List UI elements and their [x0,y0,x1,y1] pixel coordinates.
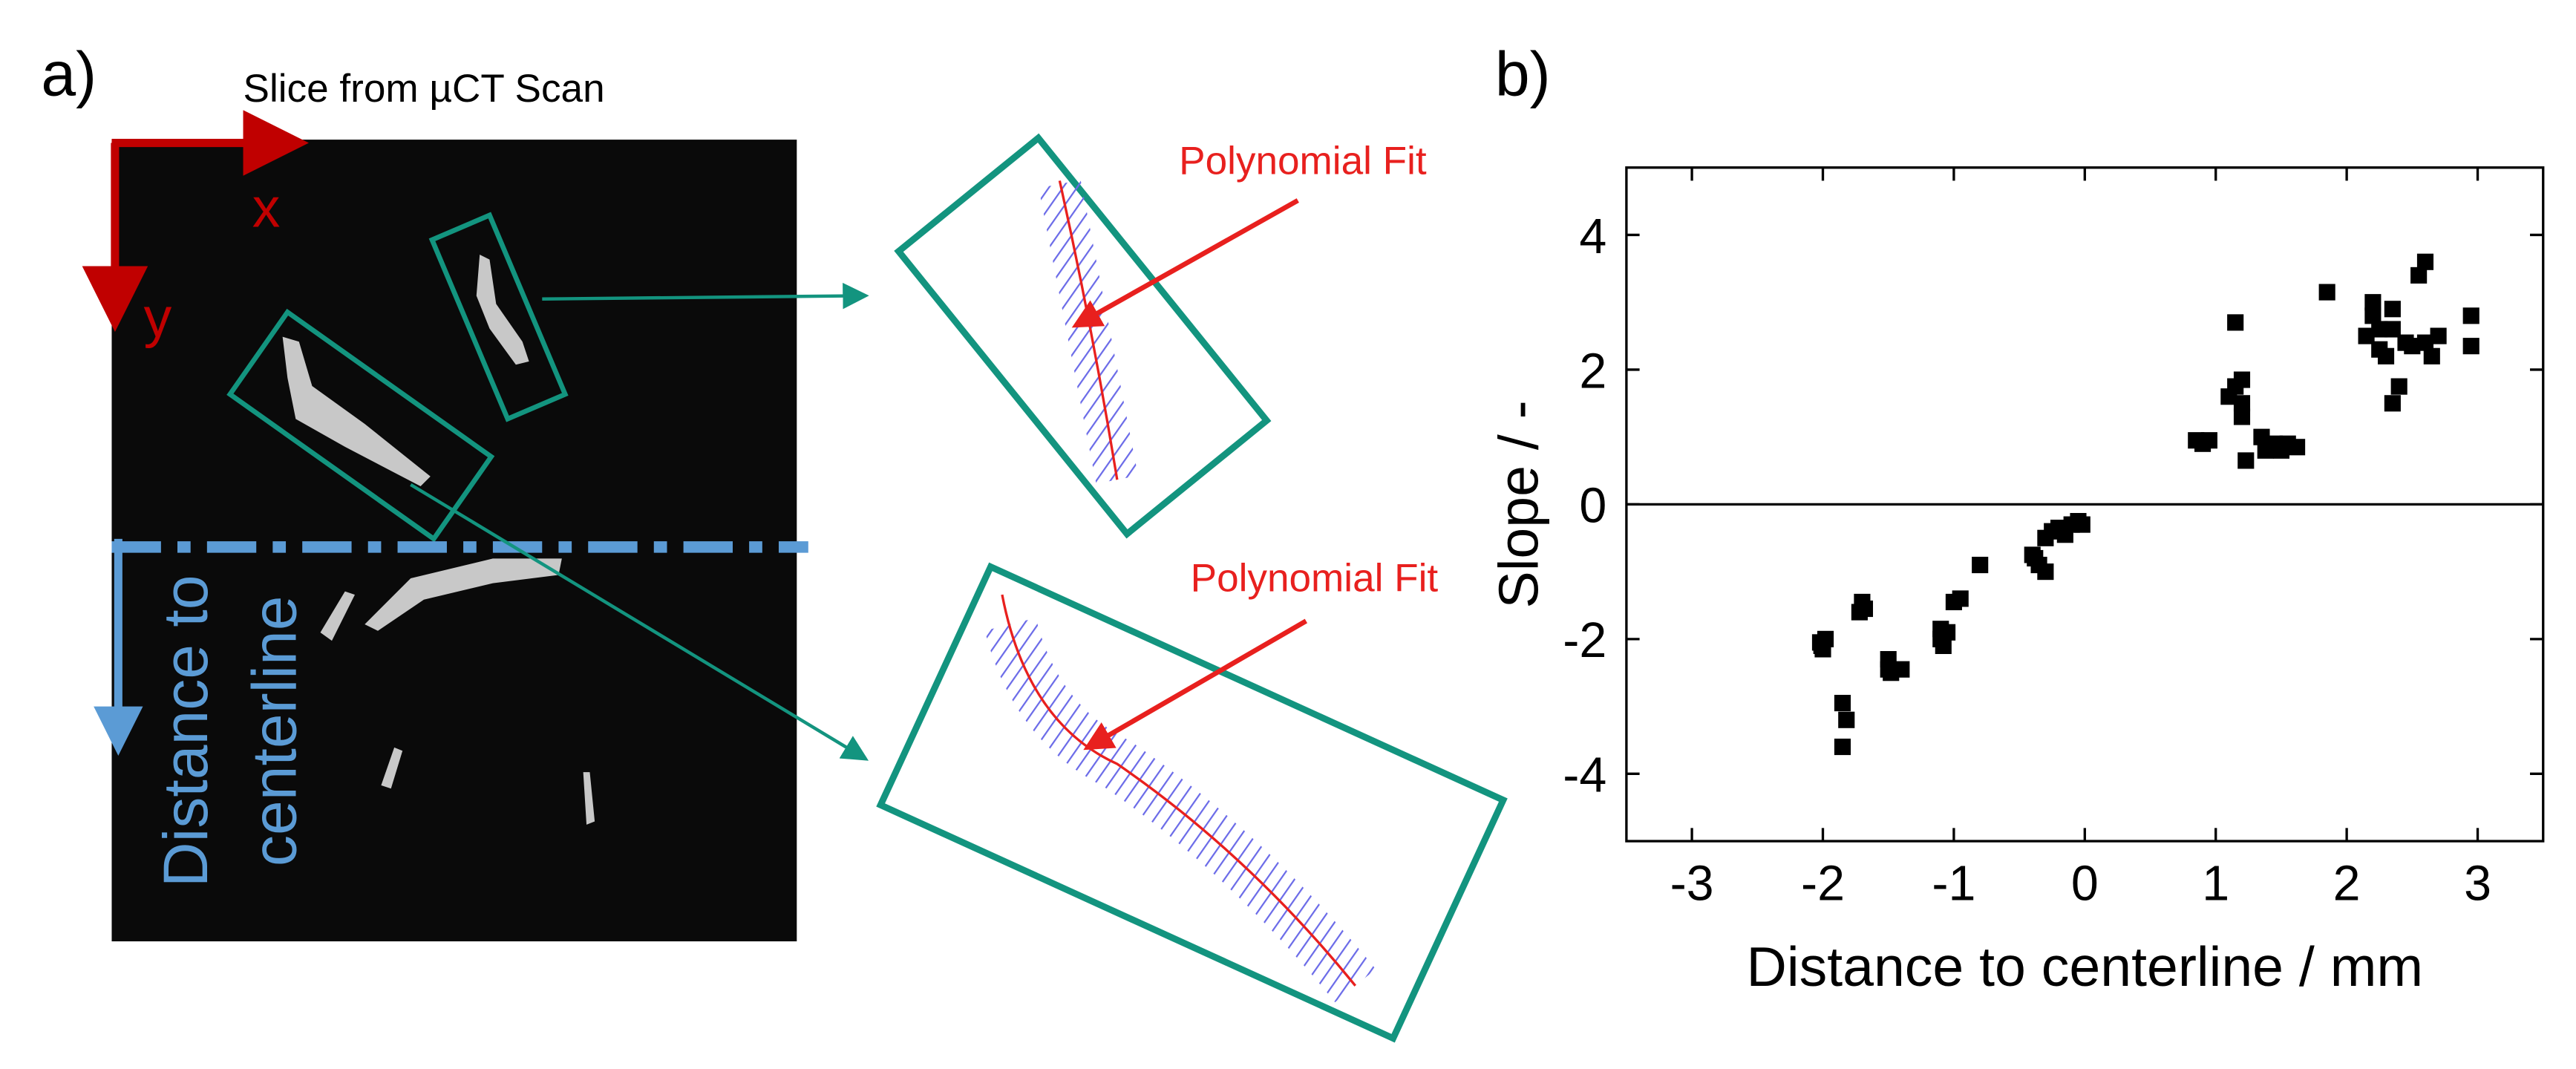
panel-label: b) [1495,39,1551,108]
y-tick-label: 2 [1579,344,1606,399]
inset-label: Polynomial Fit [1179,140,1427,183]
selection-boxes [226,212,569,543]
data-point [2462,307,2479,324]
y-axis-title: Slope / - [1487,400,1549,608]
data-point [2027,549,2044,567]
cracks [282,255,595,825]
data-point [2073,516,2090,533]
data-point [2233,371,2251,388]
data-point [1838,711,1855,728]
panel-title: Slice from µCT Scan [243,67,605,111]
data-point [1834,694,1851,712]
data-point [2371,321,2388,338]
centerline-label: Distance to [151,575,220,887]
data-point [2416,334,2434,351]
connectors [410,282,869,761]
data-point [2200,432,2217,449]
ct-slice [111,140,797,942]
data-point [1952,590,1969,607]
x-tick-label: -3 [1670,857,1714,912]
data-point [1972,556,1989,574]
data-point [2384,395,2401,412]
x-tick-label: -2 [1801,857,1845,912]
data-point [2037,563,2054,581]
data-point [2364,294,2382,311]
data-point [2390,378,2407,395]
data-point [2364,307,2382,324]
fit-curve [1001,594,1357,987]
fit-curve [1058,180,1119,480]
x-axis-label: x [252,176,281,238]
data-point [2430,327,2447,344]
data-point [2416,253,2434,270]
data-point [2237,452,2255,469]
data-point [2377,347,2395,364]
x-tick-label: 2 [2333,857,2361,912]
data-point [2257,442,2274,459]
data-point [2227,314,2244,331]
data-point [2384,301,2401,318]
panel-label: a) [41,39,97,108]
x-axis-title: Distance to centerline / mm [1747,935,2424,998]
y-tick-label: -4 [1563,748,1606,803]
data-point [1880,661,1897,678]
x-tick-label: -1 [1932,857,1975,912]
data-point [2318,284,2335,301]
axes-arrows [82,110,310,333]
data-point [2233,395,2251,412]
data-point [2410,267,2428,284]
data-point [1893,661,1910,678]
data-point [1813,637,1830,654]
x-tick-label: 0 [2071,857,2099,912]
data-point [2358,327,2375,344]
data-point [2233,408,2251,425]
y-axis-label: y [144,287,172,349]
data-point [2384,321,2401,338]
data-point [2423,347,2440,364]
data-point [2404,338,2421,355]
label-arrow [1083,618,1308,751]
data-point [1939,624,1956,641]
data-point [1851,604,1868,621]
label-arrow [1071,198,1299,328]
data-point [2462,338,2479,355]
data-point [1834,738,1851,756]
x-tick-label: 3 [2464,857,2491,912]
y-tick-label: -2 [1563,613,1606,668]
y-tick-label: 0 [1579,479,1606,534]
y-tick-label: 4 [1579,209,1606,264]
x-tick-label: 1 [2202,857,2229,912]
inset-label: Polynomial Fit [1191,557,1439,601]
centerline-label: centerline [239,596,309,867]
data-point [2289,439,2306,456]
